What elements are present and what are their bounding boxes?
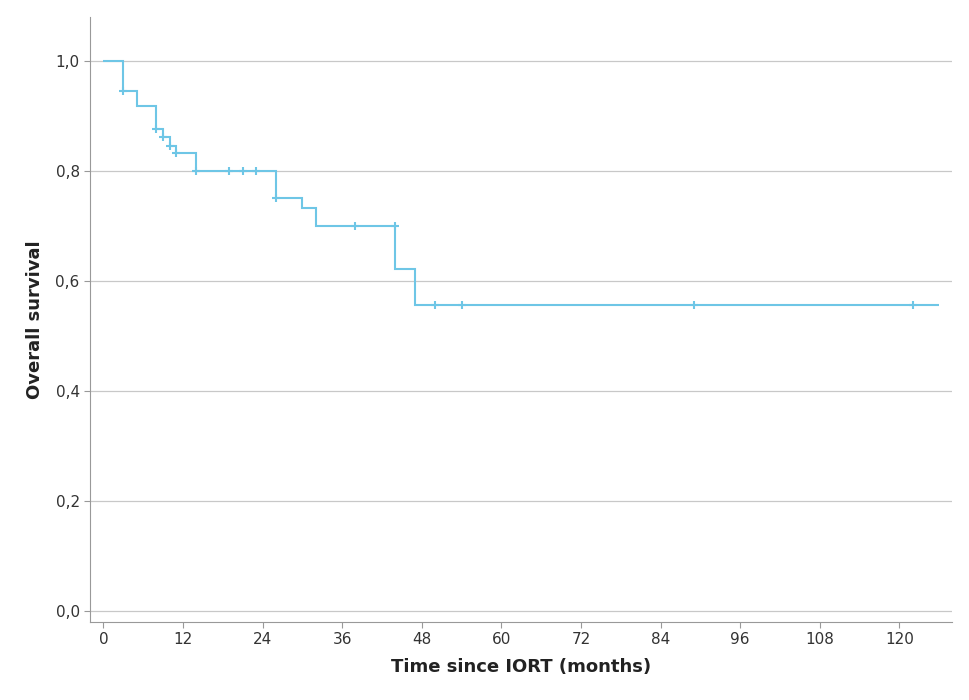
Y-axis label: Overall survival: Overall survival	[26, 240, 45, 398]
X-axis label: Time since IORT (months): Time since IORT (months)	[391, 658, 651, 676]
